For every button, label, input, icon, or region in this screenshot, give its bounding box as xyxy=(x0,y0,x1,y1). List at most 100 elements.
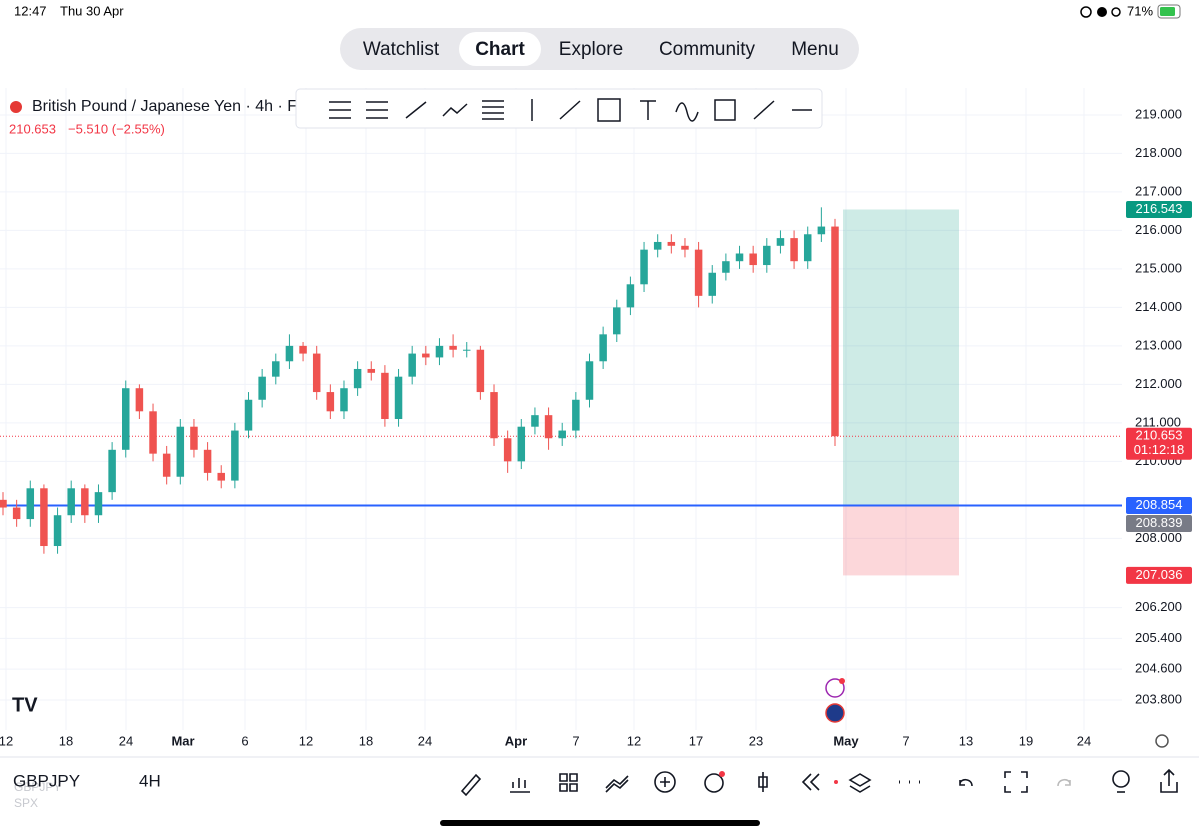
tool-channel[interactable] xyxy=(482,100,504,120)
tool-trendline[interactable] xyxy=(405,101,427,119)
candle-body xyxy=(558,430,566,439)
grid: 219.000 218.000 217.000 216.000 215.000 214.0… xyxy=(0,88,1182,748)
nav-tab[interactable]: Community xyxy=(659,39,756,60)
y-tick-label: 211.000 xyxy=(1135,414,1181,429)
candle-body xyxy=(285,345,294,362)
candle-body xyxy=(667,241,676,246)
candle-body xyxy=(572,399,580,431)
draw-button[interactable] xyxy=(460,773,482,797)
price-label-box xyxy=(1126,201,1192,219)
tool-wave[interactable] xyxy=(675,102,699,122)
tv-logo: TV xyxy=(12,694,38,716)
symbol-title: British Pound / Japanese Yen · 4h · F xyxy=(32,98,297,115)
candle-body xyxy=(763,245,771,266)
watermark: SPX xyxy=(14,796,38,810)
candle-body xyxy=(367,368,376,373)
axis-settings[interactable] xyxy=(1155,734,1169,748)
bottom-interval[interactable]: 4H xyxy=(139,771,161,790)
candle-body xyxy=(312,353,321,393)
candle-body xyxy=(40,488,48,547)
candle-body xyxy=(653,241,662,250)
candle-body xyxy=(640,249,648,285)
last-price: 210.653 xyxy=(9,121,56,136)
nav-tab[interactable]: Explore xyxy=(559,39,623,60)
layouts-button[interactable] xyxy=(559,773,578,792)
share-button[interactable] xyxy=(1160,768,1178,793)
candle-body xyxy=(449,345,457,350)
price-label: 208.854 xyxy=(1136,497,1183,512)
candle-body xyxy=(81,488,89,516)
candle-body xyxy=(531,415,539,427)
candle-body xyxy=(217,472,225,481)
candle-body xyxy=(381,372,389,420)
status-date: Thu 30 Apr xyxy=(60,3,124,18)
nav-tab[interactable]: Menu xyxy=(791,39,839,60)
bottom-symbol[interactable]: GBPJPY xyxy=(13,771,80,790)
candle-body xyxy=(626,284,635,308)
candle-body xyxy=(299,345,307,354)
x-tick-label: 23 xyxy=(749,733,763,748)
candle-body xyxy=(681,245,689,250)
chart-type-button[interactable] xyxy=(758,772,768,792)
tool-arrow[interactable] xyxy=(559,100,581,120)
candle-body xyxy=(94,492,103,516)
indicators-button[interactable] xyxy=(510,778,530,793)
x-tick-label: 18 xyxy=(59,733,73,748)
drawing-tools xyxy=(329,98,812,122)
candle-body xyxy=(803,234,812,262)
price-label: 208.839 xyxy=(1136,515,1183,530)
candle-body xyxy=(422,353,430,358)
battery-level xyxy=(1160,7,1175,16)
candle-body xyxy=(394,376,403,420)
tool-rect[interactable] xyxy=(714,99,736,121)
y-tick-label: 206.200 xyxy=(1135,599,1182,614)
objects-button[interactable] xyxy=(848,773,872,793)
tool-text[interactable] xyxy=(640,100,656,120)
x-tick-label: 24 xyxy=(418,733,432,748)
candle-body xyxy=(272,361,280,377)
nav-tab[interactable]: Watchlist xyxy=(363,39,440,60)
add-button[interactable] xyxy=(654,771,676,793)
price-label-box xyxy=(1126,566,1192,584)
x-tick-label: 7 xyxy=(572,733,579,748)
x-tick-label: Mar xyxy=(171,733,194,748)
candle-body xyxy=(694,249,703,296)
tool-range[interactable] xyxy=(597,98,621,122)
event-dot xyxy=(839,678,845,684)
candle-body xyxy=(435,345,444,358)
nav-tab[interactable]: Chart xyxy=(475,39,525,60)
ideas-button[interactable] xyxy=(1112,770,1130,788)
y-tick-label: 203.800 xyxy=(1135,691,1182,706)
tool-ray[interactable] xyxy=(753,100,775,120)
alert-button[interactable] xyxy=(704,773,724,793)
candle-body xyxy=(503,438,512,462)
country-event-icon[interactable] xyxy=(825,703,845,723)
tool-fib[interactable] xyxy=(329,101,351,119)
candle-body xyxy=(585,361,594,400)
candle-body xyxy=(340,388,348,412)
candle-body xyxy=(749,253,757,266)
y-tick-label: 219.000 xyxy=(1135,106,1182,121)
y-tick-label: 204.600 xyxy=(1135,661,1182,676)
price-label: 210.653 xyxy=(1136,428,1183,443)
home-indicator xyxy=(440,820,760,826)
status-icon xyxy=(1097,7,1107,17)
candle-body xyxy=(776,238,785,246)
event-icon[interactable] xyxy=(825,678,845,698)
flag-icon xyxy=(10,101,22,113)
undo-button[interactable] xyxy=(959,778,973,787)
x-tick-label: 13 xyxy=(959,733,973,748)
drawing-toolbar xyxy=(295,88,823,129)
tool-path[interactable] xyxy=(442,103,468,117)
tool-levels[interactable] xyxy=(366,101,388,119)
x-tick-label: 19 xyxy=(1019,733,1033,748)
countdown: 01:12:18 xyxy=(1134,442,1185,457)
candle-body xyxy=(203,449,212,473)
fullscreen-button[interactable] xyxy=(1004,771,1028,793)
candle-body xyxy=(258,376,266,400)
replay-button[interactable] xyxy=(801,773,820,791)
x-tick-label: 24 xyxy=(1077,733,1091,748)
x-tick-label: 12 xyxy=(627,733,641,748)
price-label: 207.036 xyxy=(1136,567,1183,582)
compare-button[interactable] xyxy=(605,775,629,793)
